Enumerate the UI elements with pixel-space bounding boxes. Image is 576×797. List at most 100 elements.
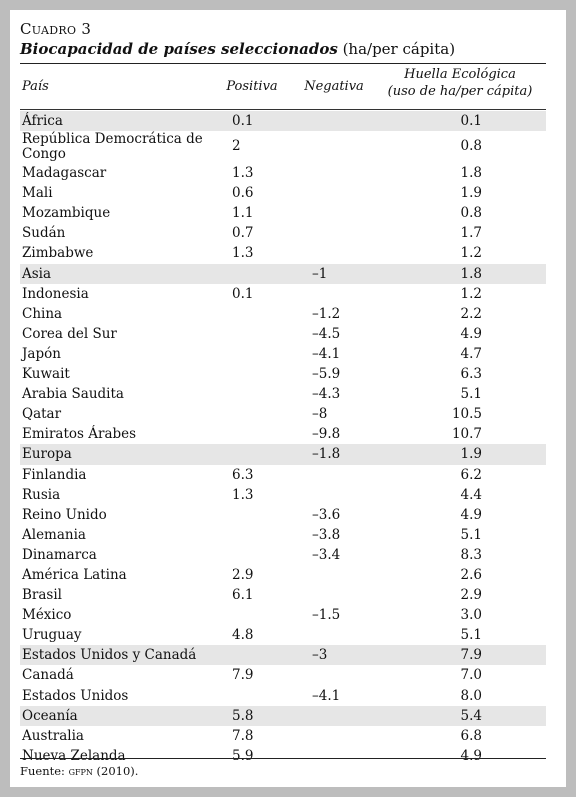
country-cell: Canadá — [22, 667, 74, 684]
table-row: Zimbabwe 1.3 1.2 — [20, 243, 546, 263]
table-row: Nueva Zelanda 5.9 4.9 — [20, 746, 546, 766]
footprint-cell: 4.9 — [460, 325, 482, 342]
source-year: (2010). — [96, 764, 139, 778]
table-row: Corea del Sur –4.5 4.9 — [20, 324, 546, 344]
footprint-cell: 4.4 — [460, 486, 482, 503]
country-cell: Kuwait — [22, 366, 70, 383]
source-prefix: Fuente: — [20, 764, 65, 778]
footprint-cell: 5.1 — [460, 526, 482, 543]
caption-prefix: Cuadro — [20, 20, 77, 38]
footprint-cell: 1.2 — [460, 245, 482, 262]
footprint-cell: 7.0 — [460, 667, 482, 684]
region-row: África 0.1 0.1 — [20, 111, 546, 132]
country-cell: Uruguay — [22, 627, 82, 644]
table-row: Japón –4.1 4.7 — [20, 344, 546, 364]
footprint-cell: 4.9 — [460, 747, 482, 764]
header-footprint-line1: Huella Ecológica — [404, 67, 516, 82]
table-row: México –1.5 3.0 — [20, 605, 546, 625]
footprint-cell: 4.7 — [460, 345, 482, 362]
country-cell: Oceanía — [22, 707, 78, 724]
table-row: Alemania –3.8 5.1 — [20, 525, 546, 545]
country-cell: América Latina — [22, 566, 127, 583]
country-cell: Finlandia — [22, 466, 87, 483]
negative-cell: –8 — [312, 406, 328, 423]
footprint-cell: 1.8 — [460, 165, 482, 182]
table-row: República Democrática de Congo 2 0.8 — [20, 131, 546, 163]
table-row: Australia 7.8 6.8 — [20, 726, 546, 746]
table-row: Arabia Saudita –4.3 5.1 — [20, 384, 546, 404]
footprint-cell: 1.9 — [460, 185, 482, 202]
country-cell: Rusia — [22, 486, 61, 503]
positive-cell: 2 — [232, 138, 241, 155]
negative-cell: –3.8 — [312, 526, 341, 543]
country-cell: Corea del Sur — [22, 325, 117, 342]
negative-cell: –4.5 — [312, 325, 341, 342]
country-cell: África — [22, 113, 63, 129]
positive-cell: 5.9 — [232, 747, 254, 764]
country-cell: Madagascar — [22, 165, 107, 182]
positive-cell: 2.9 — [232, 566, 254, 583]
positive-cell: 4.8 — [232, 627, 254, 644]
positive-cell: 0.1 — [232, 113, 254, 129]
table-title: Biocapacidad de países seleccionados (ha… — [20, 40, 455, 58]
country-cell: Indonesia — [22, 285, 89, 302]
table-source: Fuente: gfpn (2010). — [20, 764, 138, 778]
country-cell: México — [22, 607, 72, 624]
header-footprint: Huella Ecológica (uso de ha/per cápita) — [380, 66, 540, 100]
table-row: Uruguay 4.8 5.1 — [20, 625, 546, 645]
negative-cell: –3.6 — [312, 506, 341, 523]
footprint-cell: 2.6 — [460, 566, 482, 583]
country-cell: Dinamarca — [22, 546, 97, 563]
footprint-cell: 0.1 — [460, 113, 482, 129]
footprint-cell: 8.3 — [460, 546, 482, 563]
negative-cell: –1.2 — [312, 305, 341, 322]
table-row: Finlandia 6.3 6.2 — [20, 465, 546, 485]
country-cell: Qatar — [22, 406, 62, 423]
country-cell: Mozambique — [22, 205, 111, 222]
table-row: Kuwait –5.9 6.3 — [20, 364, 546, 384]
negative-cell: –4.1 — [312, 687, 341, 704]
footprint-cell: 1.8 — [460, 265, 482, 282]
footprint-cell: 1.7 — [460, 225, 482, 242]
country-cell: Asia — [22, 265, 52, 282]
negative-cell: –3 — [312, 647, 328, 664]
table-row: China –1.2 2.2 — [20, 304, 546, 324]
table-row: Brasil 6.1 2.9 — [20, 585, 546, 605]
negative-cell: –1.8 — [312, 446, 341, 463]
negative-cell: –4.3 — [312, 386, 341, 403]
positive-cell: 1.3 — [232, 245, 254, 262]
positive-cell: 1.3 — [232, 165, 254, 182]
negative-cell: –9.8 — [312, 426, 341, 443]
positive-cell: 6.1 — [232, 587, 254, 604]
header-negative: Negativa — [304, 79, 364, 94]
footprint-cell: 8.0 — [460, 687, 482, 704]
positive-cell: 6.3 — [232, 466, 254, 483]
footprint-cell: 6.2 — [460, 466, 482, 483]
country-cell: República Democrática de Congo — [22, 131, 203, 163]
negative-cell: –5.9 — [312, 366, 341, 383]
country-cell: Japón — [22, 345, 61, 362]
title-units: (ha/per cápita) — [342, 40, 456, 58]
footprint-cell: 5.1 — [460, 627, 482, 644]
table-row: Indonesia 0.1 1.2 — [20, 284, 546, 304]
footprint-cell: 7.9 — [460, 647, 482, 664]
country-cell: Europa — [22, 446, 72, 463]
negative-cell: –1.5 — [312, 607, 341, 624]
country-cell: Zimbabwe — [22, 245, 94, 262]
region-row: Europa –1.8 1.9 — [20, 444, 546, 465]
negative-cell: –3.4 — [312, 546, 341, 563]
footprint-cell: 4.9 — [460, 506, 482, 523]
table-row: Madagascar 1.3 1.8 — [20, 163, 546, 183]
positive-cell: 5.8 — [232, 707, 254, 724]
title-text: Biocapacidad de países seleccionados — [20, 40, 338, 58]
top-rule — [20, 63, 546, 64]
table-header: País Positiva Negativa Huella Ecológica … — [20, 66, 546, 108]
region-row: Estados Unidos y Canadá –3 7.9 — [20, 645, 546, 666]
footprint-cell: 3.0 — [460, 607, 482, 624]
negative-cell: –1 — [312, 265, 328, 282]
caption-number: 3 — [81, 20, 92, 38]
table-row: Sudán 0.7 1.7 — [20, 223, 546, 243]
table-row: América Latina 2.9 2.6 — [20, 565, 546, 585]
table-sheet: Cuadro 3 Biocapacidad de países seleccio… — [10, 10, 566, 787]
footprint-cell: 5.4 — [460, 707, 482, 724]
